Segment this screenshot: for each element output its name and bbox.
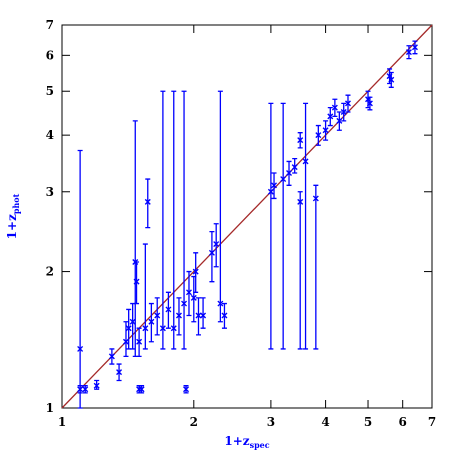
error-bar bbox=[200, 297, 206, 329]
error-bar bbox=[123, 321, 129, 358]
point bbox=[144, 198, 151, 205]
point bbox=[340, 108, 347, 115]
point bbox=[129, 318, 136, 325]
x-tick-label: 3 bbox=[267, 415, 275, 429]
point bbox=[170, 325, 177, 332]
point bbox=[208, 249, 215, 256]
error-bar bbox=[209, 230, 215, 283]
point bbox=[388, 76, 395, 83]
point bbox=[116, 369, 123, 376]
point bbox=[344, 100, 351, 107]
point bbox=[136, 338, 143, 345]
point bbox=[336, 117, 343, 124]
y-tick-label: 4 bbox=[46, 128, 54, 142]
point bbox=[93, 382, 100, 389]
point bbox=[165, 306, 172, 313]
point bbox=[154, 312, 161, 319]
x-tick-label: 4 bbox=[321, 415, 329, 429]
point bbox=[312, 195, 319, 202]
error-bar bbox=[303, 102, 309, 350]
point bbox=[82, 386, 89, 393]
y-axis-label: 1+zphot bbox=[5, 193, 21, 239]
point bbox=[271, 182, 278, 189]
point bbox=[221, 312, 228, 319]
error-bar bbox=[142, 243, 148, 350]
error-bar bbox=[268, 102, 274, 350]
error-bar bbox=[145, 178, 151, 229]
y-axis-label-main: 1+z bbox=[5, 214, 19, 239]
point bbox=[327, 113, 334, 120]
x-axis-label: 1+zspec bbox=[224, 434, 269, 450]
point bbox=[331, 104, 338, 111]
y-tick-label: 6 bbox=[46, 48, 54, 62]
x-axis-label-sub: spec bbox=[250, 440, 270, 450]
diagonal bbox=[61, 24, 433, 409]
point bbox=[315, 132, 322, 139]
y-tick-label: 5 bbox=[46, 84, 54, 98]
error-bar bbox=[171, 90, 177, 350]
point bbox=[280, 176, 287, 183]
x-tick-label: 1 bbox=[58, 415, 66, 429]
x-axis-label-main: 1+z bbox=[224, 434, 249, 448]
point bbox=[148, 318, 155, 325]
point bbox=[297, 137, 304, 144]
x-tick-label: 7 bbox=[428, 415, 436, 429]
point bbox=[192, 268, 199, 275]
point bbox=[77, 345, 84, 352]
point bbox=[297, 198, 304, 205]
point bbox=[217, 300, 224, 307]
y-tick-label: 2 bbox=[46, 265, 54, 279]
error-bar bbox=[217, 90, 223, 323]
point bbox=[175, 312, 182, 319]
point bbox=[200, 312, 207, 319]
x-tick-label: 6 bbox=[399, 415, 407, 429]
point bbox=[181, 300, 188, 307]
point bbox=[366, 100, 373, 107]
x-tick-label: 2 bbox=[190, 415, 198, 429]
y-tick-label: 1 bbox=[46, 401, 54, 415]
point bbox=[122, 338, 129, 345]
point bbox=[322, 127, 329, 134]
point bbox=[190, 294, 197, 301]
y-tick-label: 3 bbox=[46, 185, 54, 199]
point bbox=[183, 386, 190, 393]
error-bar bbox=[292, 157, 298, 174]
point bbox=[302, 158, 309, 165]
error-bar bbox=[181, 90, 187, 350]
error-bar bbox=[280, 102, 286, 350]
point bbox=[133, 278, 140, 285]
y-axis-label-sub: phot bbox=[11, 193, 21, 214]
point bbox=[138, 386, 145, 393]
point bbox=[77, 386, 84, 393]
point bbox=[142, 325, 149, 332]
x-tick-label: 5 bbox=[364, 415, 372, 429]
error-bar bbox=[134, 261, 140, 305]
point bbox=[267, 188, 274, 195]
point bbox=[291, 164, 298, 171]
point bbox=[411, 44, 418, 51]
y-tick-label: 7 bbox=[46, 18, 54, 32]
point bbox=[159, 325, 166, 332]
error-bar bbox=[297, 191, 303, 350]
error-bar bbox=[160, 90, 166, 350]
error-bar bbox=[77, 149, 83, 409]
plot-frame bbox=[61, 24, 433, 409]
point bbox=[213, 241, 220, 248]
error-bar bbox=[213, 223, 219, 268]
point bbox=[108, 353, 115, 360]
point bbox=[405, 49, 412, 56]
error-bar bbox=[186, 270, 192, 317]
error-bar bbox=[313, 184, 319, 350]
point bbox=[125, 325, 132, 332]
point bbox=[286, 170, 293, 177]
point bbox=[185, 289, 192, 296]
point bbox=[195, 312, 202, 319]
